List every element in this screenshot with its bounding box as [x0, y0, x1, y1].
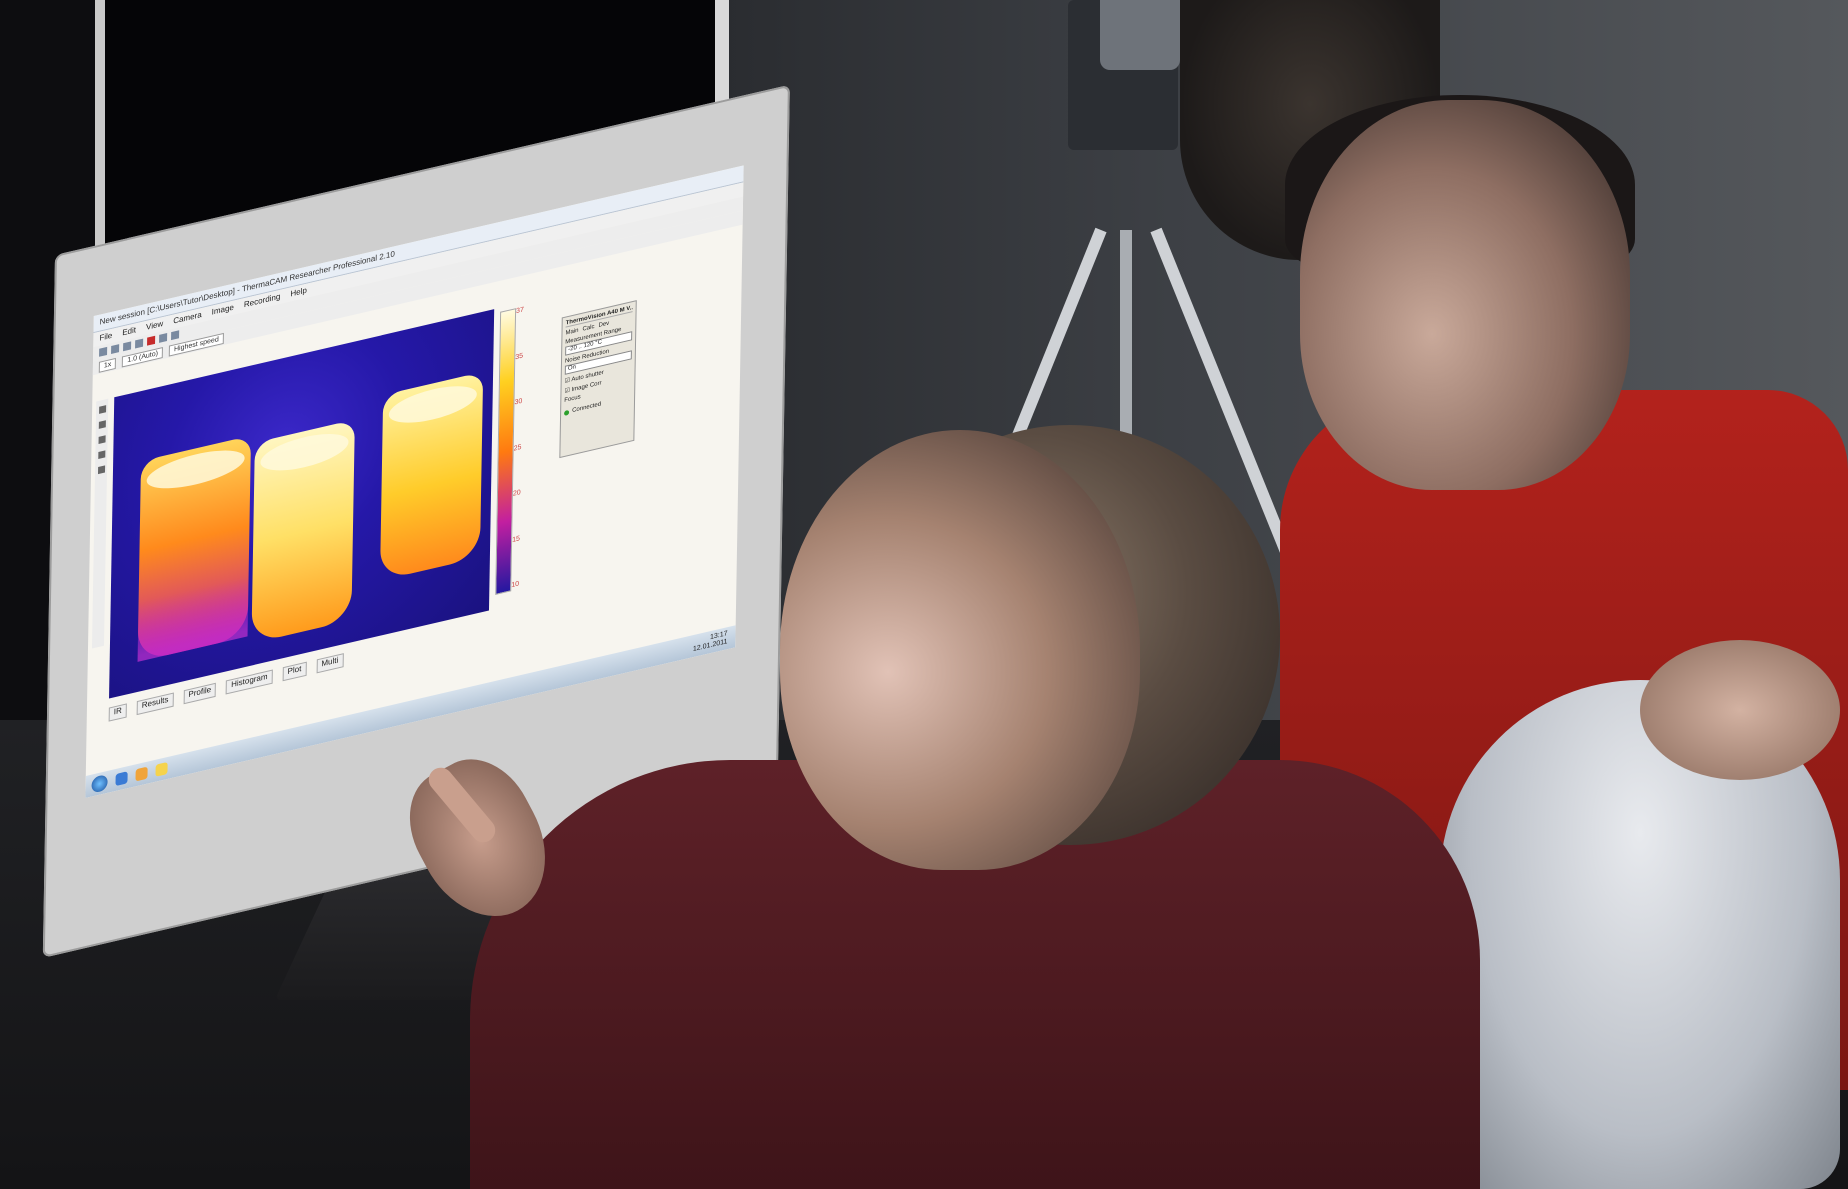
thermal-image [109, 309, 495, 699]
scale-label: 25 [513, 443, 522, 453]
help-icon[interactable] [171, 330, 180, 341]
panel-tab-dev[interactable]: Dev [598, 320, 610, 330]
thermal-cup [251, 419, 355, 644]
tab-ir[interactable]: IR [108, 703, 127, 722]
folder-icon[interactable] [155, 761, 168, 777]
area-icon[interactable] [98, 435, 106, 445]
pointer-icon[interactable] [98, 405, 106, 414]
boy-face [1300, 100, 1630, 490]
zoom-field[interactable]: 1x [98, 357, 117, 373]
scale-label: 37 [516, 306, 524, 316]
vlc-icon[interactable] [135, 766, 148, 782]
save-icon[interactable] [111, 344, 120, 355]
tab-multi[interactable]: Multi [316, 653, 344, 674]
stop-icon[interactable] [147, 335, 156, 346]
tab-plot[interactable]: Plot [282, 661, 307, 682]
tripod-leg [1120, 230, 1132, 470]
ie-icon[interactable] [115, 771, 128, 787]
status-dot-icon [564, 409, 570, 416]
side-toolbar [91, 398, 109, 649]
print-icon[interactable] [123, 341, 132, 352]
start-button-icon[interactable] [91, 773, 108, 794]
thermovision-panel: ThermoVision A40 M V... Main Calc Dev Me… [559, 300, 637, 459]
panel-tab-main[interactable]: Main [565, 327, 579, 337]
camera-icon[interactable] [159, 333, 168, 343]
thermal-camera [1100, 0, 1180, 70]
girl-face [780, 430, 1140, 870]
tab-profile[interactable]: Profile [183, 682, 217, 705]
copy-icon[interactable] [135, 338, 144, 349]
thermal-cup [379, 371, 484, 581]
boy-hand [1640, 640, 1840, 780]
line-icon[interactable] [97, 450, 105, 460]
status-text: Connected [572, 401, 602, 415]
tab-histogram[interactable]: Histogram [225, 669, 273, 695]
thermal-cup [137, 435, 252, 662]
scale-label: 20 [512, 489, 521, 498]
tab-results[interactable]: Results [136, 692, 174, 716]
open-icon[interactable] [99, 346, 108, 357]
scale-label: 10 [511, 580, 520, 590]
spot-icon[interactable] [98, 420, 106, 429]
scale-label: 15 [512, 534, 520, 544]
isotherm-icon[interactable] [97, 465, 105, 475]
panel-tab-calc[interactable]: Calc [582, 323, 595, 333]
scale-label: 30 [514, 397, 523, 407]
scale-label: 35 [515, 351, 524, 361]
